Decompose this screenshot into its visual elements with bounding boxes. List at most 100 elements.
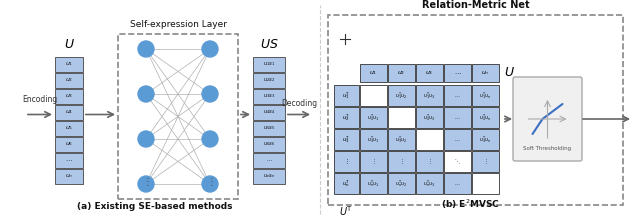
FancyBboxPatch shape	[472, 85, 499, 106]
Circle shape	[138, 41, 154, 57]
FancyBboxPatch shape	[513, 77, 582, 161]
FancyBboxPatch shape	[334, 107, 359, 128]
FancyBboxPatch shape	[444, 151, 471, 172]
Text: $\cdots$: $\cdots$	[454, 181, 461, 186]
Text: $u_5$: $u_5$	[65, 124, 73, 132]
Text: $u_2$: $u_2$	[397, 69, 406, 77]
Text: $\cdots$: $\cdots$	[266, 157, 273, 162]
Text: $u_2^\mathrm{T}$: $u_2^\mathrm{T}$	[342, 112, 351, 123]
FancyBboxPatch shape	[360, 151, 387, 172]
FancyBboxPatch shape	[416, 85, 443, 106]
FancyBboxPatch shape	[253, 72, 285, 88]
Text: $\ddots$: $\ddots$	[454, 157, 461, 166]
FancyBboxPatch shape	[444, 107, 471, 128]
FancyBboxPatch shape	[388, 85, 415, 106]
FancyBboxPatch shape	[360, 64, 387, 82]
FancyBboxPatch shape	[253, 57, 285, 71]
Text: $u_3$: $u_3$	[426, 69, 434, 77]
FancyBboxPatch shape	[388, 151, 415, 172]
Text: (b) $\mathbf{E}^2$MVSC: (b) $\mathbf{E}^2$MVSC	[440, 198, 499, 211]
FancyBboxPatch shape	[472, 129, 499, 150]
FancyBboxPatch shape	[388, 173, 415, 194]
Text: $\vdots$: $\vdots$	[142, 175, 150, 187]
FancyBboxPatch shape	[253, 168, 285, 184]
Text: $u_n^\mathrm{T}u_1$: $u_n^\mathrm{T}u_1$	[367, 178, 380, 189]
Text: $U$: $U$	[63, 39, 74, 51]
FancyBboxPatch shape	[360, 173, 387, 194]
FancyBboxPatch shape	[472, 173, 499, 194]
Text: $\cdots$: $\cdots$	[454, 71, 461, 76]
FancyBboxPatch shape	[472, 151, 499, 172]
Text: $u_4$: $u_4$	[65, 108, 73, 116]
FancyBboxPatch shape	[388, 107, 415, 128]
FancyBboxPatch shape	[253, 88, 285, 104]
Text: Encoding: Encoding	[22, 95, 58, 104]
Text: $\cdots$: $\cdots$	[454, 137, 461, 142]
Text: (a) Existing SE-based methods: (a) Existing SE-based methods	[77, 202, 233, 211]
FancyBboxPatch shape	[444, 64, 471, 82]
Text: $u_3$: $u_3$	[65, 92, 73, 100]
FancyBboxPatch shape	[388, 64, 415, 82]
Text: $\vdots$: $\vdots$	[206, 175, 214, 187]
FancyBboxPatch shape	[55, 136, 83, 152]
Text: $\vdots$: $\vdots$	[427, 157, 432, 166]
Text: $u_n^\mathrm{T}$: $u_n^\mathrm{T}$	[342, 178, 351, 189]
FancyBboxPatch shape	[55, 168, 83, 184]
Text: Self-expression Layer: Self-expression Layer	[129, 20, 227, 29]
Text: $u_3^\mathrm{T}$: $u_3^\mathrm{T}$	[342, 134, 351, 145]
Text: $u_1$: $u_1$	[369, 69, 378, 77]
Circle shape	[202, 86, 218, 102]
Circle shape	[202, 131, 218, 147]
FancyBboxPatch shape	[444, 129, 471, 150]
Text: $\cdots$: $\cdots$	[65, 157, 73, 162]
Circle shape	[138, 131, 154, 147]
Text: $u_1^\mathrm{T}u_2$: $u_1^\mathrm{T}u_2$	[396, 90, 408, 101]
FancyBboxPatch shape	[253, 104, 285, 120]
FancyBboxPatch shape	[55, 120, 83, 136]
Text: $u_6$: $u_6$	[65, 140, 73, 148]
FancyBboxPatch shape	[55, 57, 83, 71]
Text: $u_4s_4$: $u_4s_4$	[262, 108, 275, 116]
FancyBboxPatch shape	[55, 88, 83, 104]
FancyBboxPatch shape	[334, 151, 359, 172]
FancyBboxPatch shape	[444, 173, 471, 194]
FancyBboxPatch shape	[334, 85, 359, 106]
FancyBboxPatch shape	[444, 85, 471, 106]
FancyBboxPatch shape	[416, 151, 443, 172]
Text: $u_1^\mathrm{T}u_n$: $u_1^\mathrm{T}u_n$	[479, 90, 492, 101]
FancyBboxPatch shape	[334, 173, 359, 194]
FancyBboxPatch shape	[416, 129, 443, 150]
FancyBboxPatch shape	[334, 129, 359, 150]
Text: $U^\mathrm{T}$: $U^\mathrm{T}$	[339, 204, 353, 218]
Circle shape	[138, 86, 154, 102]
Text: $u_6s_6$: $u_6s_6$	[262, 140, 275, 148]
Text: $u_3^\mathrm{T}u_2$: $u_3^\mathrm{T}u_2$	[396, 134, 408, 145]
Text: $u_1^\mathrm{T}$: $u_1^\mathrm{T}$	[342, 90, 351, 101]
FancyBboxPatch shape	[416, 173, 443, 194]
FancyBboxPatch shape	[360, 85, 387, 106]
FancyBboxPatch shape	[360, 129, 387, 150]
FancyBboxPatch shape	[253, 120, 285, 136]
Text: $\vdots$: $\vdots$	[399, 157, 404, 166]
Text: $u_n$: $u_n$	[481, 69, 490, 77]
Circle shape	[202, 41, 218, 57]
Text: $u_2^\mathrm{T}u_1$: $u_2^\mathrm{T}u_1$	[367, 112, 380, 123]
FancyBboxPatch shape	[416, 107, 443, 128]
Text: $u_1^\mathrm{T}u_3$: $u_1^\mathrm{T}u_3$	[423, 90, 436, 101]
Text: Decoding: Decoding	[281, 99, 317, 108]
Text: $\cdots$: $\cdots$	[454, 115, 461, 120]
Text: $u_n^\mathrm{T}u_2$: $u_n^\mathrm{T}u_2$	[396, 178, 408, 189]
FancyBboxPatch shape	[472, 107, 499, 128]
Text: Soft Thresholding: Soft Thresholding	[524, 146, 572, 151]
FancyBboxPatch shape	[55, 72, 83, 88]
Text: $u_n^\mathrm{T}u_3$: $u_n^\mathrm{T}u_3$	[423, 178, 436, 189]
Text: $\cdots$: $\cdots$	[454, 93, 461, 98]
Text: $US$: $US$	[260, 39, 278, 51]
Text: $u_5s_5$: $u_5s_5$	[263, 124, 275, 132]
FancyBboxPatch shape	[253, 136, 285, 152]
Circle shape	[202, 176, 218, 192]
Text: $\vdots$: $\vdots$	[371, 157, 376, 166]
Circle shape	[138, 176, 154, 192]
Text: $u_ns_n$: $u_ns_n$	[262, 172, 275, 180]
Text: $u_2^\mathrm{T}u_3$: $u_2^\mathrm{T}u_3$	[423, 112, 436, 123]
